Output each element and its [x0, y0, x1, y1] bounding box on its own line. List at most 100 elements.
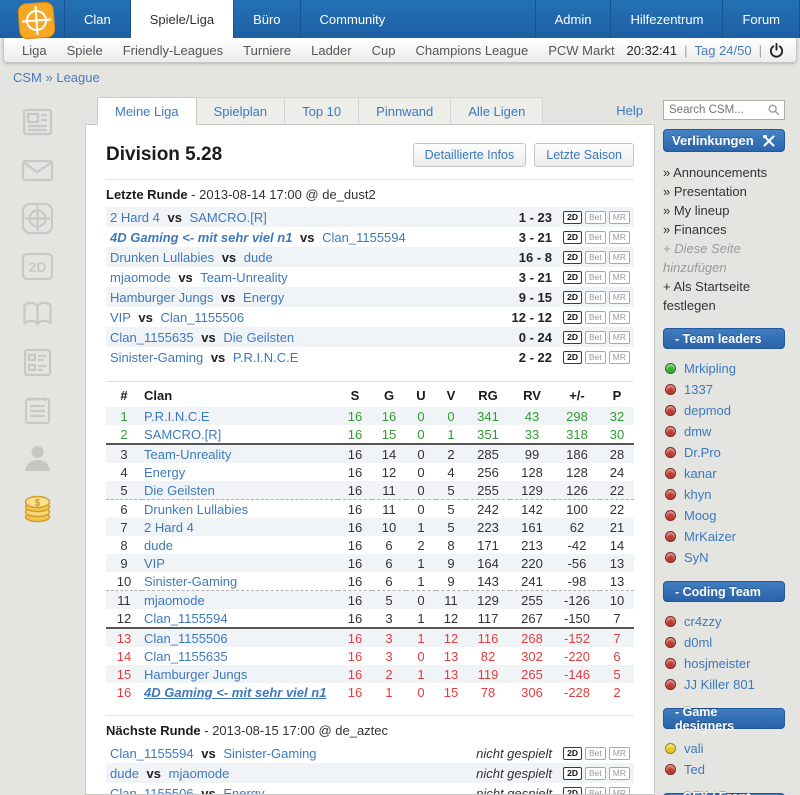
link-my-lineup[interactable]: » My lineup	[663, 203, 730, 218]
member-row[interactable]: hosjmeister	[665, 653, 795, 674]
away-team-link[interactable]: Energy	[243, 289, 285, 305]
matchreport-badge[interactable]: MR	[608, 270, 630, 284]
member-link[interactable]: MrKaizer	[684, 529, 737, 544]
clan-link[interactable]: Drunken Lullabies	[144, 501, 249, 517]
tab-top-10[interactable]: Top 10	[284, 97, 360, 124]
clan-link[interactable]: mjaomode	[144, 592, 205, 608]
demo-2d-badge[interactable]: 2D	[563, 290, 582, 304]
clan-link[interactable]: dude	[144, 537, 173, 553]
link-set-startpage[interactable]: + Als Startseite festlegen	[663, 279, 751, 313]
member-link[interactable]: 1337	[684, 382, 713, 397]
member-row[interactable]: 1337	[665, 379, 795, 400]
site-logo[interactable]	[0, 0, 64, 40]
topnav-tab-admin[interactable]: Admin	[534, 0, 611, 38]
topnav-tab-community[interactable]: Community	[299, 0, 405, 38]
breadcrumb[interactable]: CSM » League	[13, 70, 100, 85]
matchreport-badge[interactable]: MR	[608, 210, 630, 224]
member-row[interactable]: vali	[665, 738, 795, 759]
matchreport-badge[interactable]: MR	[608, 310, 630, 324]
member-row[interactable]: dmw	[665, 421, 795, 442]
member-link[interactable]: Mrkipling	[684, 361, 737, 376]
form-icon[interactable]	[18, 343, 57, 382]
clan-link[interactable]: Clan_1155506	[144, 630, 228, 646]
member-row[interactable]: khyn	[665, 484, 795, 505]
demo-2d-badge[interactable]: 2D	[563, 766, 582, 780]
member-link[interactable]: dmw	[684, 424, 712, 439]
matchreport-badge[interactable]: MR	[608, 766, 630, 780]
member-row[interactable]: d0ml	[665, 632, 795, 653]
subnav-item-liga[interactable]: Liga	[22, 42, 47, 58]
member-link[interactable]: kanar	[684, 466, 717, 481]
coding-team-header[interactable]: - Coding Team	[663, 581, 785, 602]
matchreport-badge[interactable]: MR	[608, 290, 630, 304]
away-team-link[interactable]: Sinister-Gaming	[223, 745, 317, 761]
home-team-link[interactable]: dude	[110, 765, 139, 781]
link-finances[interactable]: » Finances	[663, 222, 727, 237]
tab-pinnwand[interactable]: Pinnwand	[358, 97, 452, 124]
member-link[interactable]: vali	[684, 741, 704, 756]
home-team-link[interactable]: mjaomode	[110, 269, 171, 285]
topnav-tab-spiele-liga[interactable]: Spiele/Liga	[129, 0, 234, 38]
bet-badge[interactable]: Bet	[585, 330, 606, 344]
member-link[interactable]: Dr.Pro	[684, 445, 721, 460]
matchreport-badge[interactable]: MR	[608, 330, 630, 344]
matchreport-badge[interactable]: MR	[608, 746, 630, 760]
member-link[interactable]: d0ml	[684, 635, 713, 650]
home-team-link[interactable]: 4D Gaming <- mit sehr viel n1	[110, 229, 293, 245]
search-input[interactable]	[663, 100, 785, 120]
member-link[interactable]: cr4zzy	[684, 614, 722, 629]
book-icon[interactable]	[18, 295, 57, 334]
member-link[interactable]: hosjmeister	[684, 656, 751, 671]
matchreport-badge[interactable]: MR	[608, 250, 630, 264]
bet-badge[interactable]: Bet	[585, 766, 606, 780]
home-team-link[interactable]: Clan_1155635	[110, 329, 194, 345]
away-team-link[interactable]: Clan_1155594	[322, 229, 406, 245]
clan-link[interactable]: Clan_1155594	[144, 610, 228, 626]
team-leaders-header[interactable]: - Team leaders	[663, 328, 785, 349]
last-season-button[interactable]: Letzte Saison	[534, 143, 634, 167]
game-designers-header[interactable]: - Game designers	[663, 705, 785, 733]
matchday-link[interactable]: Tag 24/50	[694, 42, 752, 58]
profile-icon[interactable]	[18, 439, 57, 478]
verlinkungen-button[interactable]: Verlinkungen	[663, 129, 785, 152]
demo-2d-badge[interactable]: 2D	[563, 310, 582, 324]
subnav-item-pcw-markt[interactable]: PCW Markt	[548, 42, 615, 58]
member-link[interactable]: depmod	[684, 403, 731, 418]
help-link[interactable]: Help	[616, 103, 643, 118]
subnav-item-spiele[interactable]: Spiele	[66, 42, 103, 58]
tab-alle-ligen[interactable]: Alle Ligen	[450, 97, 544, 124]
away-team-link[interactable]: Energy	[223, 785, 265, 795]
member-link[interactable]: Moog	[684, 508, 717, 523]
home-team-link[interactable]: Hamburger Jungs	[110, 289, 214, 305]
demo-2d-badge[interactable]: 2D	[563, 330, 582, 344]
bet-badge[interactable]: Bet	[585, 350, 606, 364]
subnav-item-turniere[interactable]: Turniere	[243, 42, 292, 58]
bet-badge[interactable]: Bet	[585, 310, 606, 324]
away-team-link[interactable]: P.R.I.N.C.E	[232, 349, 299, 365]
matchreport-badge[interactable]: MR	[608, 786, 630, 794]
subnav-item-ladder[interactable]: Ladder	[311, 42, 352, 58]
member-row[interactable]: kanar	[665, 463, 795, 484]
subnav-item-friendly-leagues[interactable]: Friendly-Leagues	[122, 42, 224, 58]
demo-2d-badge[interactable]: 2D	[563, 746, 582, 760]
home-team-link[interactable]: Clan_1155506	[110, 785, 194, 795]
away-team-link[interactable]: Die Geilsten	[223, 329, 295, 345]
mail-icon[interactable]	[18, 151, 57, 190]
clan-link[interactable]: SAMCRO.[R]	[144, 426, 222, 442]
topnav-tab-forum[interactable]: Forum	[722, 0, 800, 38]
home-team-link[interactable]: Clan_1155594	[110, 745, 194, 761]
bet-badge[interactable]: Bet	[585, 210, 606, 224]
matchreport-badge[interactable]: MR	[608, 350, 630, 364]
away-team-link[interactable]: dude	[243, 249, 273, 265]
bet-badge[interactable]: Bet	[585, 786, 606, 794]
news-icon[interactable]	[18, 103, 57, 142]
clan-link[interactable]: Hamburger Jungs	[144, 666, 248, 682]
tab-spielplan[interactable]: Spielplan	[195, 97, 286, 124]
bet-badge[interactable]: Bet	[585, 250, 606, 264]
notepad-icon[interactable]	[18, 391, 57, 430]
member-link[interactable]: Ted	[684, 762, 705, 777]
clan-link[interactable]: VIP	[144, 555, 165, 571]
2d-demo-icon[interactable]: 2D	[18, 247, 57, 286]
away-team-link[interactable]: Team-Unreality	[200, 269, 288, 285]
demo-2d-badge[interactable]: 2D	[563, 230, 582, 244]
